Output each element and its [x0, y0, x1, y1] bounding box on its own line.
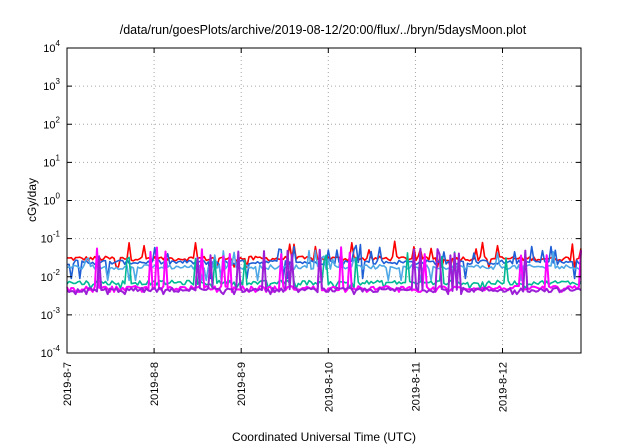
series-line [66, 246, 582, 293]
grid-layer [67, 48, 581, 353]
x-tick-label: 2019-8-11 [410, 362, 422, 411]
x-tick-label: 2019-8-10 [323, 362, 335, 412]
y-tick-label: 10-3 [41, 306, 61, 322]
y-tick-label: 10-2 [41, 268, 61, 284]
y-tick-label: 10-1 [41, 230, 61, 246]
x-tick-label: 2019-8-8 [149, 362, 161, 406]
y-axis-label: cGy/day [25, 178, 39, 222]
y-tick-label: 104 [43, 39, 60, 55]
x-tick-label: 2019-8-12 [498, 362, 510, 412]
x-tick-label: 2019-8-7 [62, 362, 74, 406]
y-tick-label: 103 [43, 77, 60, 93]
chart-title: /data/run/goesPlots/archive/2019-08-12/2… [120, 23, 527, 37]
y-tick-label: 102 [43, 115, 60, 131]
y-tick-label: 10-4 [41, 344, 61, 360]
y-tick-label: 100 [43, 192, 60, 208]
series-line [66, 247, 582, 296]
series-layer [66, 240, 582, 296]
y-tick-label: 101 [43, 153, 60, 169]
series-line [66, 249, 582, 282]
x-tick-label: 2019-8-9 [236, 362, 248, 406]
ticks-layer: 10-4 10-3 10-2 10-1 100 101 102 103 104 2019-8-7 2… [41, 39, 581, 412]
x-axis-label: Coordinated Universal Time (UTC) [232, 430, 416, 444]
